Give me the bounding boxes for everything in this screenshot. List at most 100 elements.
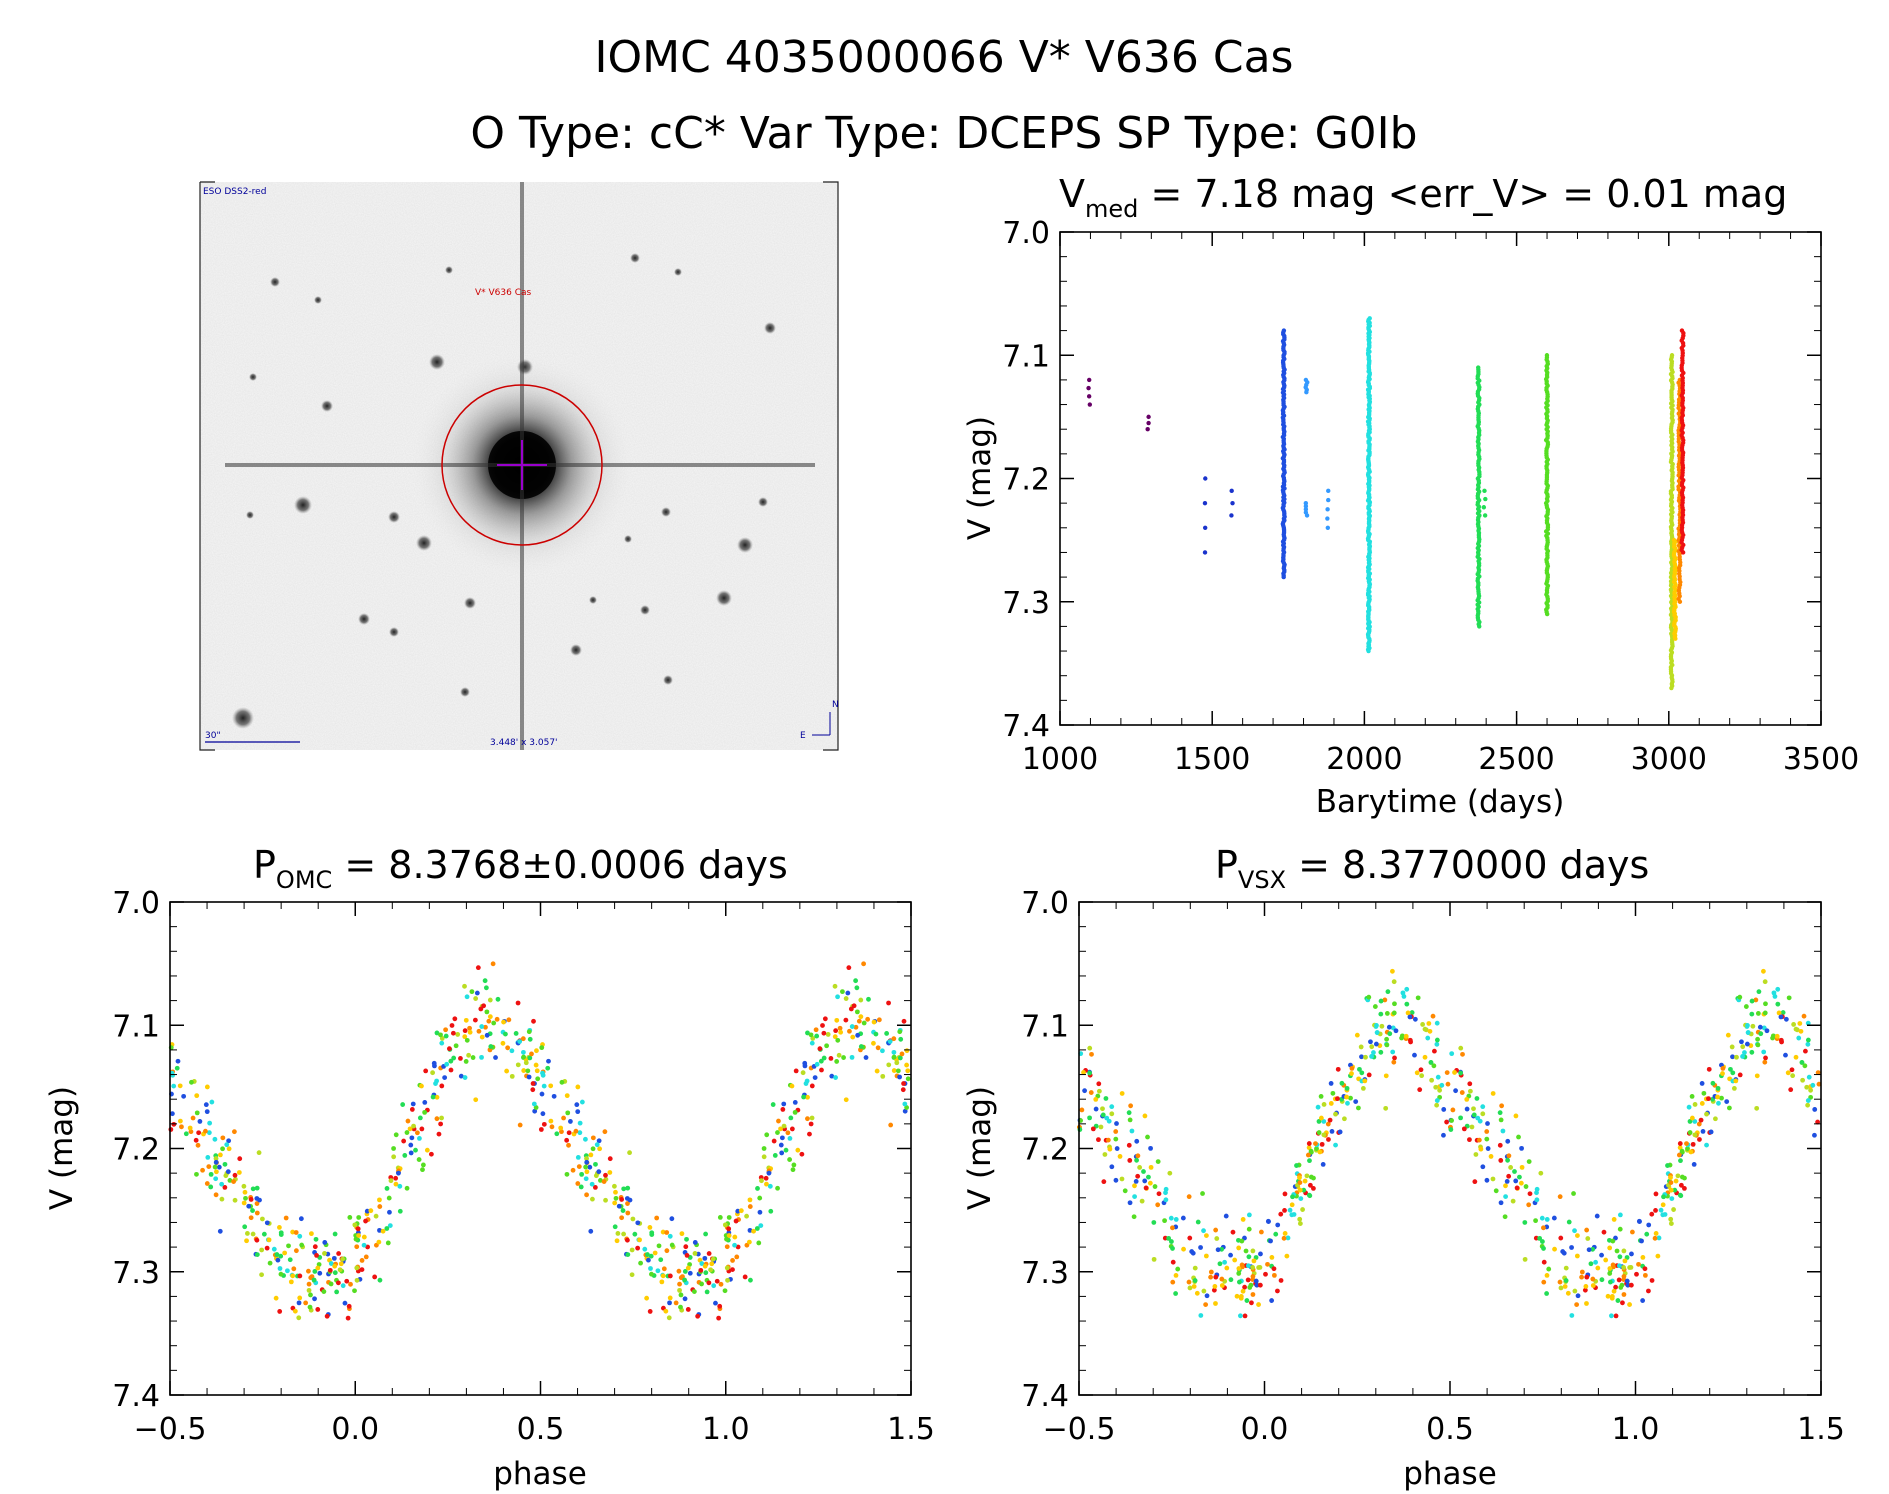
phase-point (509, 1073, 515, 1079)
phase-point (821, 1055, 827, 1061)
phase-point (1758, 1031, 1764, 1037)
phase-point (275, 1257, 281, 1263)
phase-point (1636, 1261, 1641, 1267)
phase-point (286, 1243, 291, 1249)
phase-point (554, 1131, 560, 1137)
phase-point (735, 1208, 741, 1214)
phase-point (1378, 1011, 1384, 1017)
phase-point (408, 1142, 414, 1148)
phase-point (1100, 1106, 1105, 1112)
phase-point (277, 1309, 283, 1314)
phase-point (1733, 1078, 1739, 1084)
phase-point (409, 1107, 415, 1112)
phase-point (1586, 1247, 1592, 1253)
phase-point (494, 1016, 500, 1022)
lc-point (1304, 390, 1309, 395)
phase-point (1706, 1096, 1711, 1102)
lc-point (1326, 497, 1331, 503)
phase-point (1458, 1045, 1464, 1051)
phase-point (820, 1023, 825, 1028)
phase-point (434, 1078, 440, 1084)
phase-point (1307, 1182, 1313, 1188)
phase-point (1541, 1225, 1546, 1231)
phase-point (1228, 1252, 1233, 1258)
phase-point (342, 1300, 348, 1306)
phase-point (1601, 1229, 1607, 1235)
phase-point (1306, 1141, 1312, 1146)
phase-point (861, 961, 867, 967)
phase-point (219, 1181, 225, 1187)
phase-point (1362, 1078, 1368, 1084)
phase-point (1448, 1127, 1454, 1132)
phase-point (420, 1162, 426, 1168)
phase-point (1764, 1028, 1770, 1034)
phase-point (1646, 1288, 1651, 1294)
phase-point (193, 1137, 199, 1143)
phase-point (1805, 1041, 1811, 1047)
phase-point (758, 1223, 764, 1229)
phase-point (503, 1031, 508, 1037)
phase-point (901, 1081, 906, 1086)
phase-point (1417, 1087, 1423, 1093)
phase-point (1237, 1313, 1243, 1319)
phase-point (575, 1154, 581, 1160)
phase-point (687, 1270, 693, 1276)
field-star (270, 277, 280, 287)
phase-point (1754, 1105, 1760, 1111)
phase-point (1700, 1128, 1706, 1134)
phase-point (1679, 1148, 1685, 1154)
phase-point (588, 1228, 594, 1234)
x-tick-label: 2000 (1326, 742, 1402, 777)
phase-point (559, 1129, 564, 1135)
phase-point (807, 1131, 812, 1137)
phase-point (1387, 1031, 1393, 1037)
phase-point (1113, 1129, 1119, 1134)
phase-point (1512, 1169, 1517, 1174)
phase-point (1697, 1137, 1702, 1142)
phase-point (692, 1251, 698, 1256)
phase-point (1689, 1093, 1695, 1099)
phase-point (1126, 1110, 1132, 1116)
phase-point (1088, 1090, 1094, 1095)
phase-point (1104, 1115, 1110, 1121)
phase-point (1737, 1072, 1743, 1078)
phase-point (583, 1164, 589, 1170)
phase-point (237, 1156, 243, 1162)
phase-point (1137, 1165, 1143, 1170)
phase-point (1642, 1266, 1648, 1272)
phase-point (282, 1250, 288, 1256)
phase-point (1585, 1236, 1591, 1241)
phase-point (710, 1256, 716, 1262)
phase-point (1166, 1235, 1172, 1241)
phase-point (656, 1243, 662, 1249)
phase-point (1392, 1001, 1397, 1007)
phase-point (373, 1213, 379, 1219)
phase-point (1699, 1081, 1705, 1086)
phase-point (1498, 1200, 1504, 1206)
phase-point (419, 1083, 424, 1089)
phase-point (1686, 1104, 1692, 1110)
phase-point (1534, 1186, 1540, 1192)
phase-point (1584, 1227, 1590, 1233)
phase-point (732, 1242, 737, 1248)
phase-point (1404, 1001, 1410, 1007)
phase-point (1096, 1088, 1102, 1094)
phase-point (1704, 1142, 1709, 1148)
phase-point (627, 1150, 632, 1156)
phase-point (254, 1210, 260, 1216)
phase-point (1802, 1063, 1808, 1069)
phase-point (629, 1247, 635, 1253)
phase-point (855, 1032, 861, 1038)
phase-point (469, 989, 475, 995)
phase-point (267, 1260, 273, 1266)
phase-point (1249, 1300, 1254, 1306)
phase-point (384, 1226, 390, 1231)
phase-point (1287, 1207, 1293, 1213)
phase-point (285, 1268, 290, 1274)
field-star (640, 605, 650, 615)
phase-point (1812, 1132, 1817, 1138)
phase-point (853, 978, 859, 984)
lightcurve-title: Vmed = 7.18 mag <err_V> = 0.01 mag (1059, 172, 1787, 223)
phase-point (266, 1237, 272, 1243)
phase-point (531, 1101, 537, 1107)
